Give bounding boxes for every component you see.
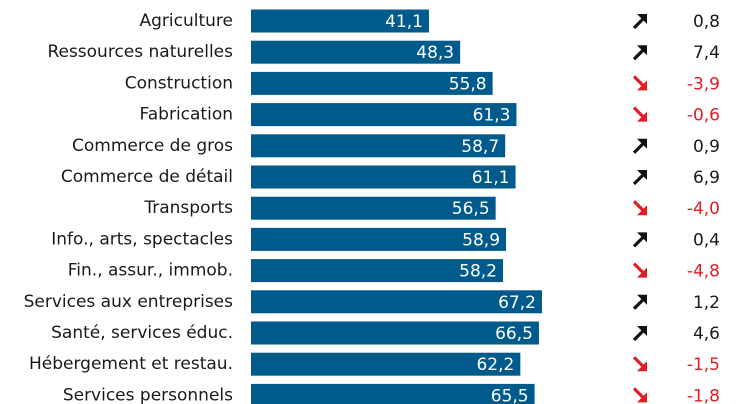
chart-row: Fabrication 61,3 -0,6 xyxy=(140,103,720,127)
arrow-down-icon xyxy=(632,106,647,122)
change-value-label: 0,9 xyxy=(693,137,720,157)
chart-row: Santé, services éduc. 66,5 4,6 xyxy=(51,321,720,345)
change-value-label: 1,2 xyxy=(693,293,720,313)
change-value-label: 4,6 xyxy=(693,324,720,344)
change-value-label: -1,5 xyxy=(687,355,720,375)
bar-value-label: 58,7 xyxy=(461,137,499,157)
chart-row: Transports 56,5 -4,0 xyxy=(143,196,720,220)
category-label: Ressources naturelles xyxy=(47,42,233,62)
bar xyxy=(251,196,496,220)
bar-value-label: 67,2 xyxy=(498,293,536,313)
arrow-down-icon xyxy=(632,75,647,91)
change-value-label: 0,4 xyxy=(693,230,720,250)
arrow-down-icon xyxy=(632,387,647,403)
chart-row: Fin., assur., immob. 58,2 -4,8 xyxy=(68,259,720,283)
bar xyxy=(251,290,542,314)
arrow-up-icon xyxy=(632,294,647,310)
change-value-label: 7,4 xyxy=(693,43,720,63)
arrow-down-icon xyxy=(632,356,647,372)
bar xyxy=(251,352,521,376)
bar xyxy=(251,259,504,283)
category-label: Agriculture xyxy=(140,11,234,31)
chart-row: Services aux entreprises 67,2 1,2 xyxy=(24,290,720,314)
bar xyxy=(251,40,461,64)
arrow-up-icon xyxy=(632,326,647,342)
change-value-label: -3,9 xyxy=(687,74,720,94)
change-value-label: -0,6 xyxy=(687,106,720,126)
arrow-up-icon xyxy=(632,45,647,61)
bar-value-label: 58,2 xyxy=(459,262,497,282)
bar-value-label: 48,3 xyxy=(416,43,454,63)
category-label: Santé, services éduc. xyxy=(51,323,233,343)
arrow-up-icon xyxy=(632,14,647,30)
bar xyxy=(251,134,506,158)
category-label: Commerce de gros xyxy=(72,136,233,156)
bar-value-label: 62,2 xyxy=(476,355,514,375)
arrow-up-icon xyxy=(632,170,647,186)
bar-value-label: 41,1 xyxy=(385,12,423,32)
change-value-label: -4,0 xyxy=(687,199,720,219)
bar xyxy=(251,71,493,95)
bar-value-label: 58,9 xyxy=(462,230,500,250)
category-label: Hébergement et restau. xyxy=(29,354,233,374)
bar-value-label: 56,5 xyxy=(452,199,490,219)
bar xyxy=(251,9,429,33)
bar-value-label: 65,5 xyxy=(491,386,529,404)
chart-row: Commerce de détail 61,1 6,9 xyxy=(61,165,720,189)
chart-row: Services personnels 65,5 -1,8 xyxy=(63,383,720,404)
bar xyxy=(251,227,507,251)
bar xyxy=(251,383,535,404)
category-label: Transports xyxy=(143,198,233,218)
change-value-label: 6,9 xyxy=(693,168,720,188)
category-label: Info., arts, spectacles xyxy=(51,229,233,249)
bar-value-label: 66,5 xyxy=(495,324,533,344)
category-label: Fin., assur., immob. xyxy=(68,261,233,281)
change-value-label: 0,8 xyxy=(693,12,720,32)
category-label: Commerce de détail xyxy=(61,167,233,187)
chart-row: Info., arts, spectacles 58,9 0,4 xyxy=(51,227,720,251)
arrow-up-icon xyxy=(632,232,647,248)
bar-value-label: 55,8 xyxy=(449,74,487,94)
category-label: Fabrication xyxy=(140,105,233,125)
change-value-label: -4,8 xyxy=(687,262,720,282)
arrow-up-icon xyxy=(632,138,647,154)
bar xyxy=(251,103,517,127)
category-label: Services personnels xyxy=(63,385,233,404)
category-label: Services aux entreprises xyxy=(24,292,234,312)
chart-row: Construction 55,8 -3,9 xyxy=(125,71,720,95)
chart-row: Commerce de gros 58,7 0,9 xyxy=(72,134,720,158)
bar xyxy=(251,321,539,345)
arrow-down-icon xyxy=(632,262,647,278)
change-value-label: -1,8 xyxy=(687,386,720,404)
arrow-down-icon xyxy=(632,200,647,216)
chart-row: Agriculture 41,1 0,8 xyxy=(140,9,720,33)
chart-row: Ressources naturelles 48,3 7,4 xyxy=(47,40,720,64)
bar-value-label: 61,1 xyxy=(472,168,510,188)
bar xyxy=(251,165,516,189)
chart-row: Hébergement et restau. 62,2 -1,5 xyxy=(29,352,720,376)
bar-value-label: 61,3 xyxy=(473,106,511,126)
category-label: Construction xyxy=(125,73,233,93)
